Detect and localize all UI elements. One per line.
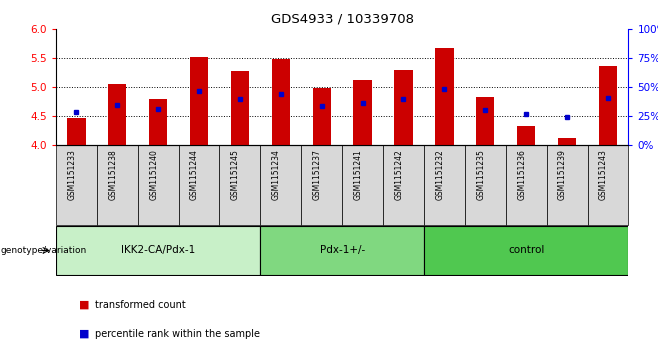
Text: Pdx-1+/-: Pdx-1+/-	[320, 245, 365, 256]
Text: GSM1151244: GSM1151244	[190, 149, 199, 200]
Bar	[476, 97, 494, 145]
Text: transformed count: transformed count	[95, 300, 186, 310]
Bar	[108, 83, 126, 145]
Text: percentile rank within the sample: percentile rank within the sample	[95, 329, 261, 339]
Bar	[517, 126, 536, 145]
Text: ■: ■	[79, 329, 89, 339]
FancyBboxPatch shape	[261, 226, 424, 275]
Text: GSM1151235: GSM1151235	[476, 149, 485, 200]
Bar	[558, 138, 576, 145]
Text: GSM1151233: GSM1151233	[67, 149, 76, 200]
Bar	[353, 80, 372, 145]
FancyBboxPatch shape	[424, 226, 628, 275]
Text: GSM1151238: GSM1151238	[109, 149, 117, 200]
Text: genotype/variation: genotype/variation	[1, 246, 87, 255]
FancyBboxPatch shape	[56, 226, 261, 275]
Text: ■: ■	[79, 300, 89, 310]
Text: GSM1151245: GSM1151245	[231, 149, 240, 200]
Text: GSM1151237: GSM1151237	[313, 149, 322, 200]
Text: GSM1151239: GSM1151239	[558, 149, 567, 200]
Text: GDS4933 / 10339708: GDS4933 / 10339708	[270, 13, 414, 26]
Text: IKK2-CA/Pdx-1: IKK2-CA/Pdx-1	[121, 245, 195, 256]
Text: GSM1151232: GSM1151232	[436, 149, 444, 200]
Bar	[149, 99, 167, 145]
Text: GSM1151234: GSM1151234	[272, 149, 281, 200]
Text: GSM1151243: GSM1151243	[599, 149, 608, 200]
Bar	[231, 72, 249, 145]
Bar	[190, 57, 208, 145]
Bar	[394, 70, 413, 145]
Text: GSM1151241: GSM1151241	[353, 149, 363, 200]
Text: GSM1151242: GSM1151242	[395, 149, 403, 200]
Text: GSM1151236: GSM1151236	[517, 149, 526, 200]
Bar	[313, 88, 331, 145]
Text: control: control	[508, 245, 544, 256]
Bar	[435, 48, 453, 145]
Bar	[272, 59, 290, 145]
Bar	[599, 66, 617, 145]
Text: GSM1151240: GSM1151240	[149, 149, 158, 200]
Bar	[67, 118, 86, 145]
